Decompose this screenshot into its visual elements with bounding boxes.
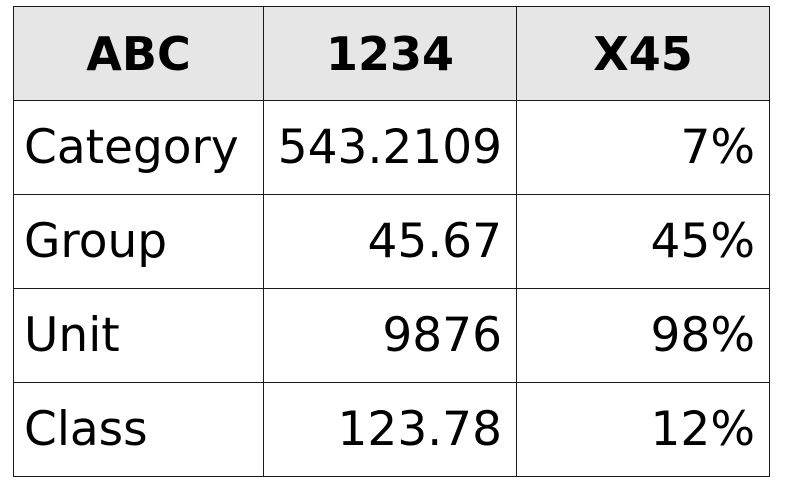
table-row: Unit 9876 98% <box>13 288 770 383</box>
value-cell: 45.67 <box>263 194 517 289</box>
value-cell: 543.2109 <box>263 100 517 195</box>
value-cell: 123.78 <box>263 382 517 477</box>
value-cell: 9876 <box>263 288 517 383</box>
percent-cell: 98% <box>516 288 770 383</box>
row-label-cell: Category <box>13 100 264 195</box>
table-row: Group 45.67 45% <box>13 194 770 289</box>
percent-cell: 45% <box>516 194 770 289</box>
row-label-cell: Group <box>13 194 264 289</box>
header-cell: 1234 <box>263 6 517 101</box>
table-row: Class 123.78 12% <box>13 382 770 477</box>
row-label-cell: Class <box>13 382 264 477</box>
percent-cell: 12% <box>516 382 770 477</box>
header-cell: ABC <box>13 6 264 101</box>
percent-cell: 7% <box>516 100 770 195</box>
header-row: ABC 1234 X45 <box>13 6 770 101</box>
table-row: Category 543.2109 7% <box>13 100 770 195</box>
header-cell: X45 <box>516 6 770 101</box>
row-label-cell: Unit <box>13 288 264 383</box>
data-table: ABC 1234 X45 Category 543.2109 7% Group … <box>13 6 770 477</box>
